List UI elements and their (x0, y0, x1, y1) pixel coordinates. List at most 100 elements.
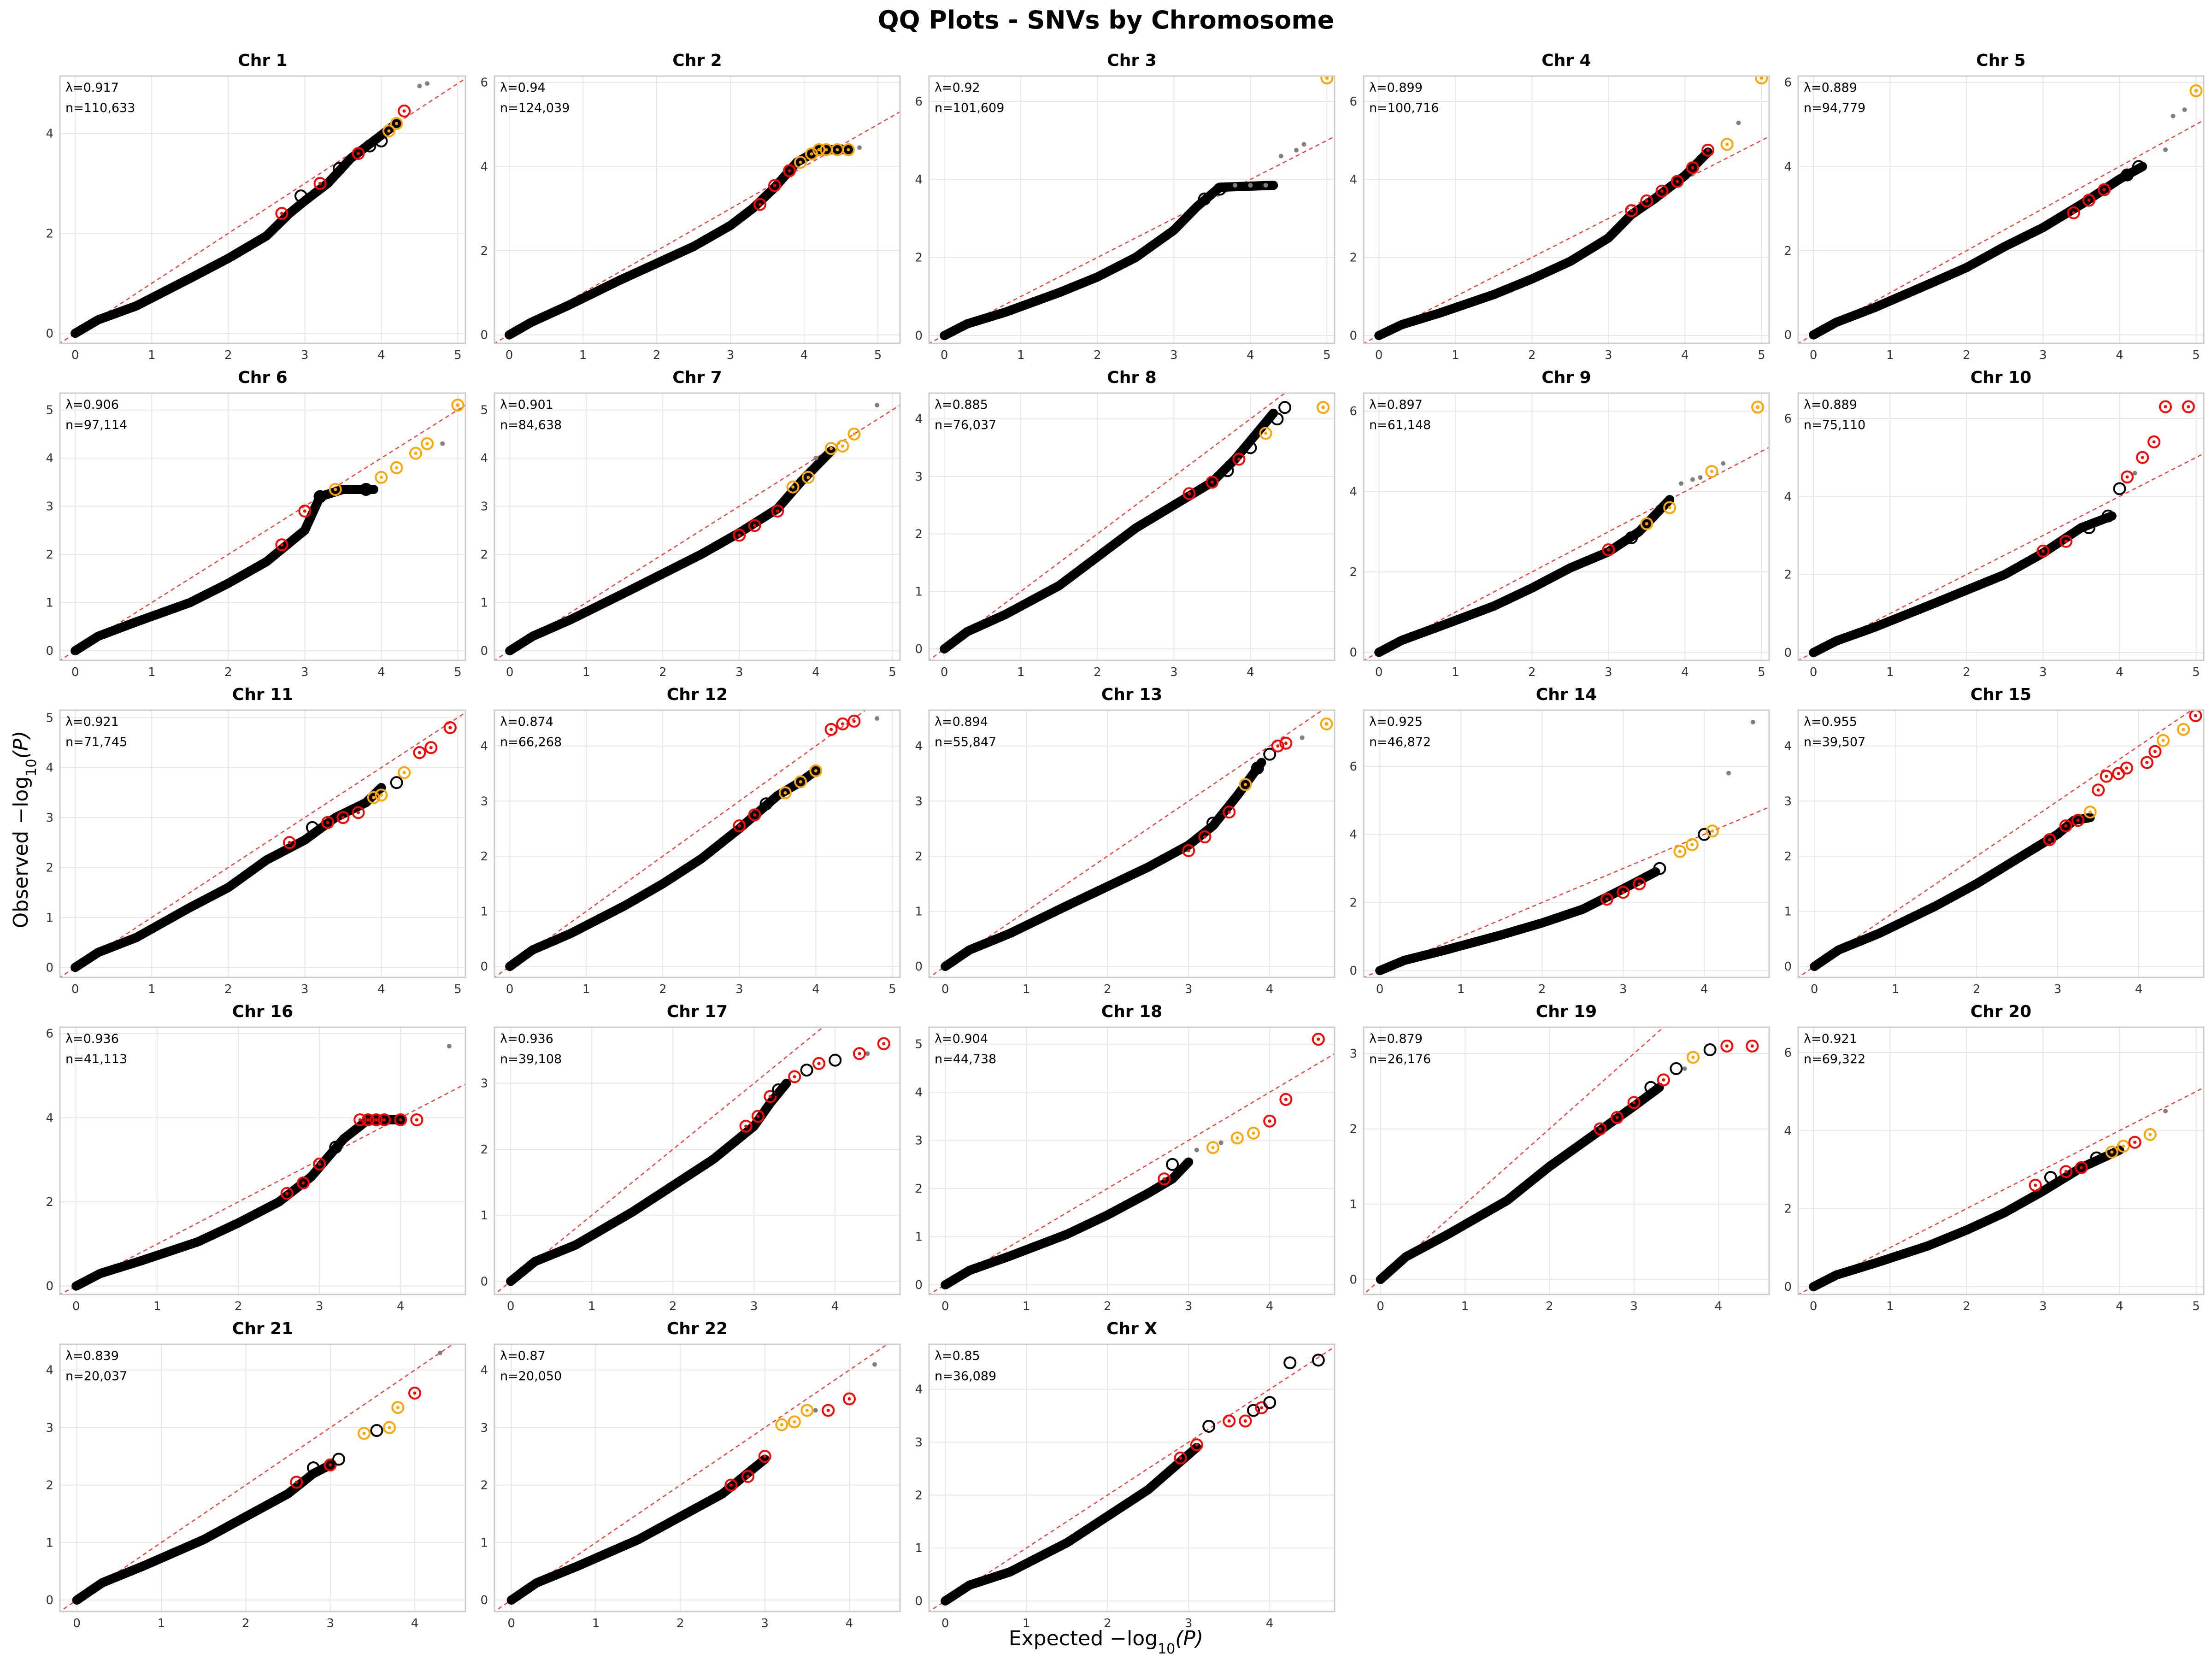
y-tick-label: 0 (46, 644, 53, 658)
panel-title: Chr 22 (667, 1319, 728, 1338)
x-tick-label: 1 (592, 1617, 600, 1630)
panel-plot-area (1364, 76, 1769, 343)
highlighted-point (2059, 819, 2072, 833)
highlighted-point-center (773, 183, 777, 187)
highlighted-point (748, 519, 761, 532)
x-tick-label: 0 (941, 982, 949, 996)
panel-frame (1797, 392, 2205, 661)
highlighted-point-center (374, 1118, 378, 1122)
highlighted-point-center (402, 109, 406, 113)
highlighted-point (378, 1113, 391, 1126)
top-hit-point-center (1756, 405, 1760, 409)
x-tick-label: 2 (1094, 348, 1101, 362)
x-tick-label: 2 (1104, 1300, 1112, 1313)
panel-title: Chr 15 (1971, 685, 2031, 704)
outlier-point (1278, 153, 1283, 159)
panel-plot-area (60, 77, 465, 343)
highlighted-point-center (395, 466, 399, 470)
observed-points-curve (71, 485, 378, 656)
x-tick-label: 4 (1266, 1617, 1274, 1630)
highlighted-point-center (357, 152, 360, 155)
outlier-point (1248, 183, 1253, 188)
x-tick-label: 3 (1185, 1300, 1193, 1313)
highlighted-point-center (1237, 457, 1241, 461)
highlighted-point-center (334, 488, 337, 491)
highlighted-point (2044, 1171, 2057, 1184)
highlighted-point (753, 198, 766, 211)
y-tick-label: 2 (480, 850, 488, 864)
y-tick-label: 2 (480, 1479, 488, 1493)
qq-panel: Chr 20 0 1 2 3 4 5 0 2 4 6 λ=0.921 n=69,322 (1784, 1002, 2205, 1313)
y-tick-label: 0 (915, 642, 923, 656)
highlighted-point (824, 723, 838, 736)
y-tick-label: 1 (915, 1230, 923, 1244)
highlighted-point-center (2153, 750, 2157, 753)
highlighted-point-center (326, 821, 329, 824)
y-tick-label: 0 (1349, 964, 1357, 978)
outlier-point (1300, 735, 1305, 740)
x-tick-label: 4 (2116, 665, 2124, 679)
qq-panel: Chr 2 0 1 2 3 4 5 0 2 4 6 λ=0.94 n=124,039 (480, 51, 901, 362)
highlighted-point (788, 1070, 801, 1083)
y-tick-label: 2 (915, 528, 923, 541)
highlighted-point (313, 490, 327, 503)
highlighted-point-center (753, 524, 757, 527)
highlighted-point-center (2148, 1133, 2152, 1136)
x-tick-label: 5 (1758, 348, 1765, 362)
outlier-point (1218, 1140, 1224, 1145)
highlighted-point (1602, 543, 1615, 557)
x-tick-label: 2 (224, 348, 232, 362)
x-tick-label: 3 (2054, 982, 2062, 996)
panel-frame (494, 75, 901, 344)
observed-points-curve (72, 1460, 335, 1605)
highlighted-point-center (382, 1118, 386, 1122)
highlighted-point (822, 1404, 835, 1417)
highlighted-point (280, 1187, 294, 1200)
y-tick-label: 3 (46, 1421, 53, 1435)
panel-plot-area (929, 76, 1335, 343)
highlighted-point (1232, 453, 1246, 466)
highlighted-point (2120, 471, 2134, 484)
qq-panel: Chr 9 0 1 2 3 4 5 0 2 4 6 λ=0.897 n=61,148 (1349, 368, 1770, 679)
highlighted-point-center (2164, 405, 2167, 409)
x-tick-label: 2 (1094, 665, 1101, 679)
n-annotation: n=20,037 (65, 1369, 127, 1383)
n-annotation: n=36,089 (935, 1369, 996, 1383)
x-tick-label: 1 (582, 665, 590, 679)
observed-points-curve (506, 1454, 770, 1605)
n-annotation: n=69,322 (1804, 1052, 1865, 1066)
y-tick-label: 3 (915, 1435, 923, 1449)
x-tick-label: 2 (224, 665, 232, 679)
highlighted-point (1600, 893, 1613, 906)
highlighted-point (394, 1113, 407, 1126)
y-tick-label: 0 (480, 1275, 488, 1288)
outlier-point (875, 716, 880, 721)
panel-title: Chr 6 (238, 368, 287, 387)
outlier-point (1690, 477, 1695, 482)
y-tick-label: 0 (1784, 1280, 1792, 1294)
x-tick-label: 3 (1185, 982, 1193, 996)
highlighted-point-center (841, 444, 844, 448)
highlighted-point (847, 427, 861, 441)
top-hit-point (1751, 400, 1765, 414)
highlighted-point (1247, 1404, 1260, 1417)
top-hit-point-center (456, 403, 460, 407)
highlighted-point (842, 143, 855, 156)
y-tick-label: 6 (1349, 95, 1357, 109)
highlighted-point-center (2079, 1166, 2083, 1170)
highlighted-point-center (1210, 480, 1214, 484)
highlighted-point (2157, 734, 2170, 747)
x-tick-label: 0 (941, 1617, 949, 1630)
y-tick-label: 1 (46, 1536, 53, 1550)
y-tick-label: 0 (915, 1278, 923, 1292)
highlighted-point (1673, 845, 1687, 858)
highlighted-point (2067, 206, 2080, 219)
observed-points-curve (71, 1115, 406, 1291)
highlighted-point-center (1615, 1116, 1619, 1119)
highlighted-point (1206, 817, 1219, 830)
x-tick-label: 0 (72, 1300, 80, 1313)
x-tick-label: 5 (1758, 665, 1765, 679)
highlighted-point-center (783, 791, 787, 794)
x-tick-label: 3 (1170, 665, 1178, 679)
lambda-annotation: λ=0.85 (935, 1349, 980, 1363)
